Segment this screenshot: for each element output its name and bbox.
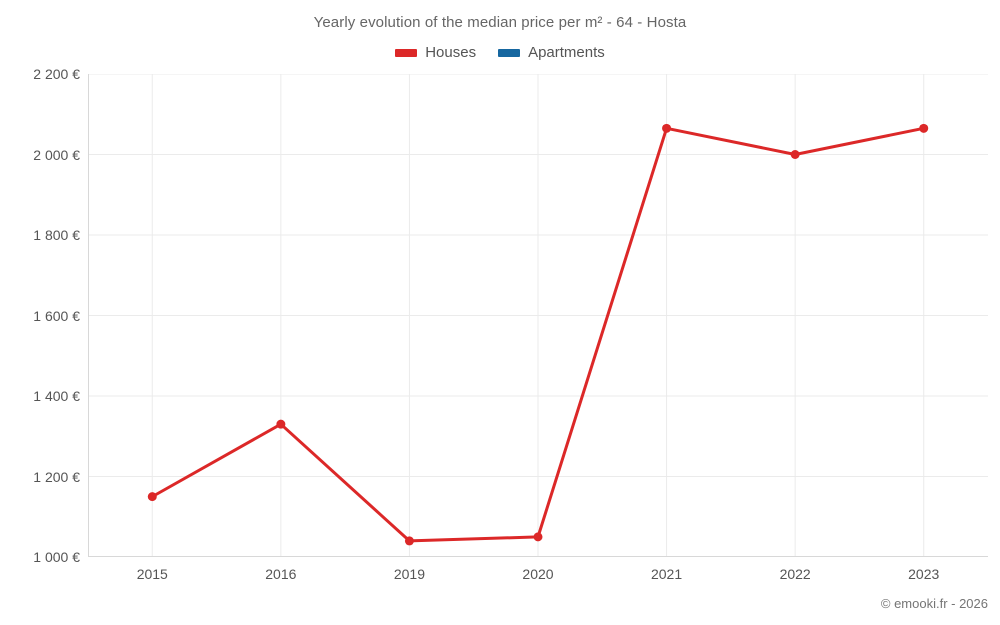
y-axis-tick-label: 2 000 € bbox=[33, 146, 80, 163]
legend-swatch-icon bbox=[498, 48, 521, 57]
chart-canvas bbox=[88, 74, 988, 557]
x-axis-tick-label: 2016 bbox=[265, 566, 297, 582]
y-axis-tick-label: 1 600 € bbox=[33, 307, 80, 324]
data-point-marker[interactable] bbox=[276, 419, 286, 429]
x-axis-tick-label: 2019 bbox=[393, 566, 425, 582]
x-axis-tick-label: 2023 bbox=[908, 566, 940, 582]
legend-label: Apartments bbox=[528, 44, 605, 61]
y-axis-tick-label: 1 200 € bbox=[33, 468, 80, 485]
legend-item-houses[interactable]: Houses bbox=[395, 44, 476, 61]
chart-legend: Houses Apartments bbox=[0, 44, 1000, 61]
y-axis-tick-label: 1 400 € bbox=[33, 388, 80, 404]
x-axis-tick-label: 2020 bbox=[522, 566, 554, 582]
legend-swatch-icon bbox=[395, 48, 418, 57]
y-axis-tick-label: 1 000 € bbox=[33, 549, 80, 565]
y-axis-labels: 2 200 € 2 000 € 1 800 € 1 600 € 1 400 € 1 200… bbox=[0, 0, 80, 625]
y-axis-tick-label: 2 200 € bbox=[33, 66, 80, 82]
y-axis-tick-label: 1 800 € bbox=[33, 227, 80, 243]
data-point-marker[interactable] bbox=[662, 123, 672, 133]
data-point-marker[interactable] bbox=[919, 123, 929, 133]
x-axis-tick-label: 2022 bbox=[779, 566, 811, 582]
x-axis-tick-label: 2015 bbox=[136, 566, 168, 582]
data-point-marker[interactable] bbox=[147, 492, 157, 502]
data-point-marker[interactable] bbox=[790, 150, 800, 159]
data-point-marker[interactable] bbox=[404, 536, 414, 546]
legend-label: Houses bbox=[425, 44, 477, 61]
legend-item-apartments[interactable]: Apartments bbox=[498, 44, 605, 61]
data-point-marker[interactable] bbox=[533, 532, 543, 542]
x-axis-tick-label: 2021 bbox=[650, 566, 683, 582]
chart-title: Yearly evolution of the median price per… bbox=[313, 14, 687, 31]
plot-area bbox=[88, 74, 988, 557]
credit-text: © emooki.fr - 2026 bbox=[880, 596, 988, 611]
